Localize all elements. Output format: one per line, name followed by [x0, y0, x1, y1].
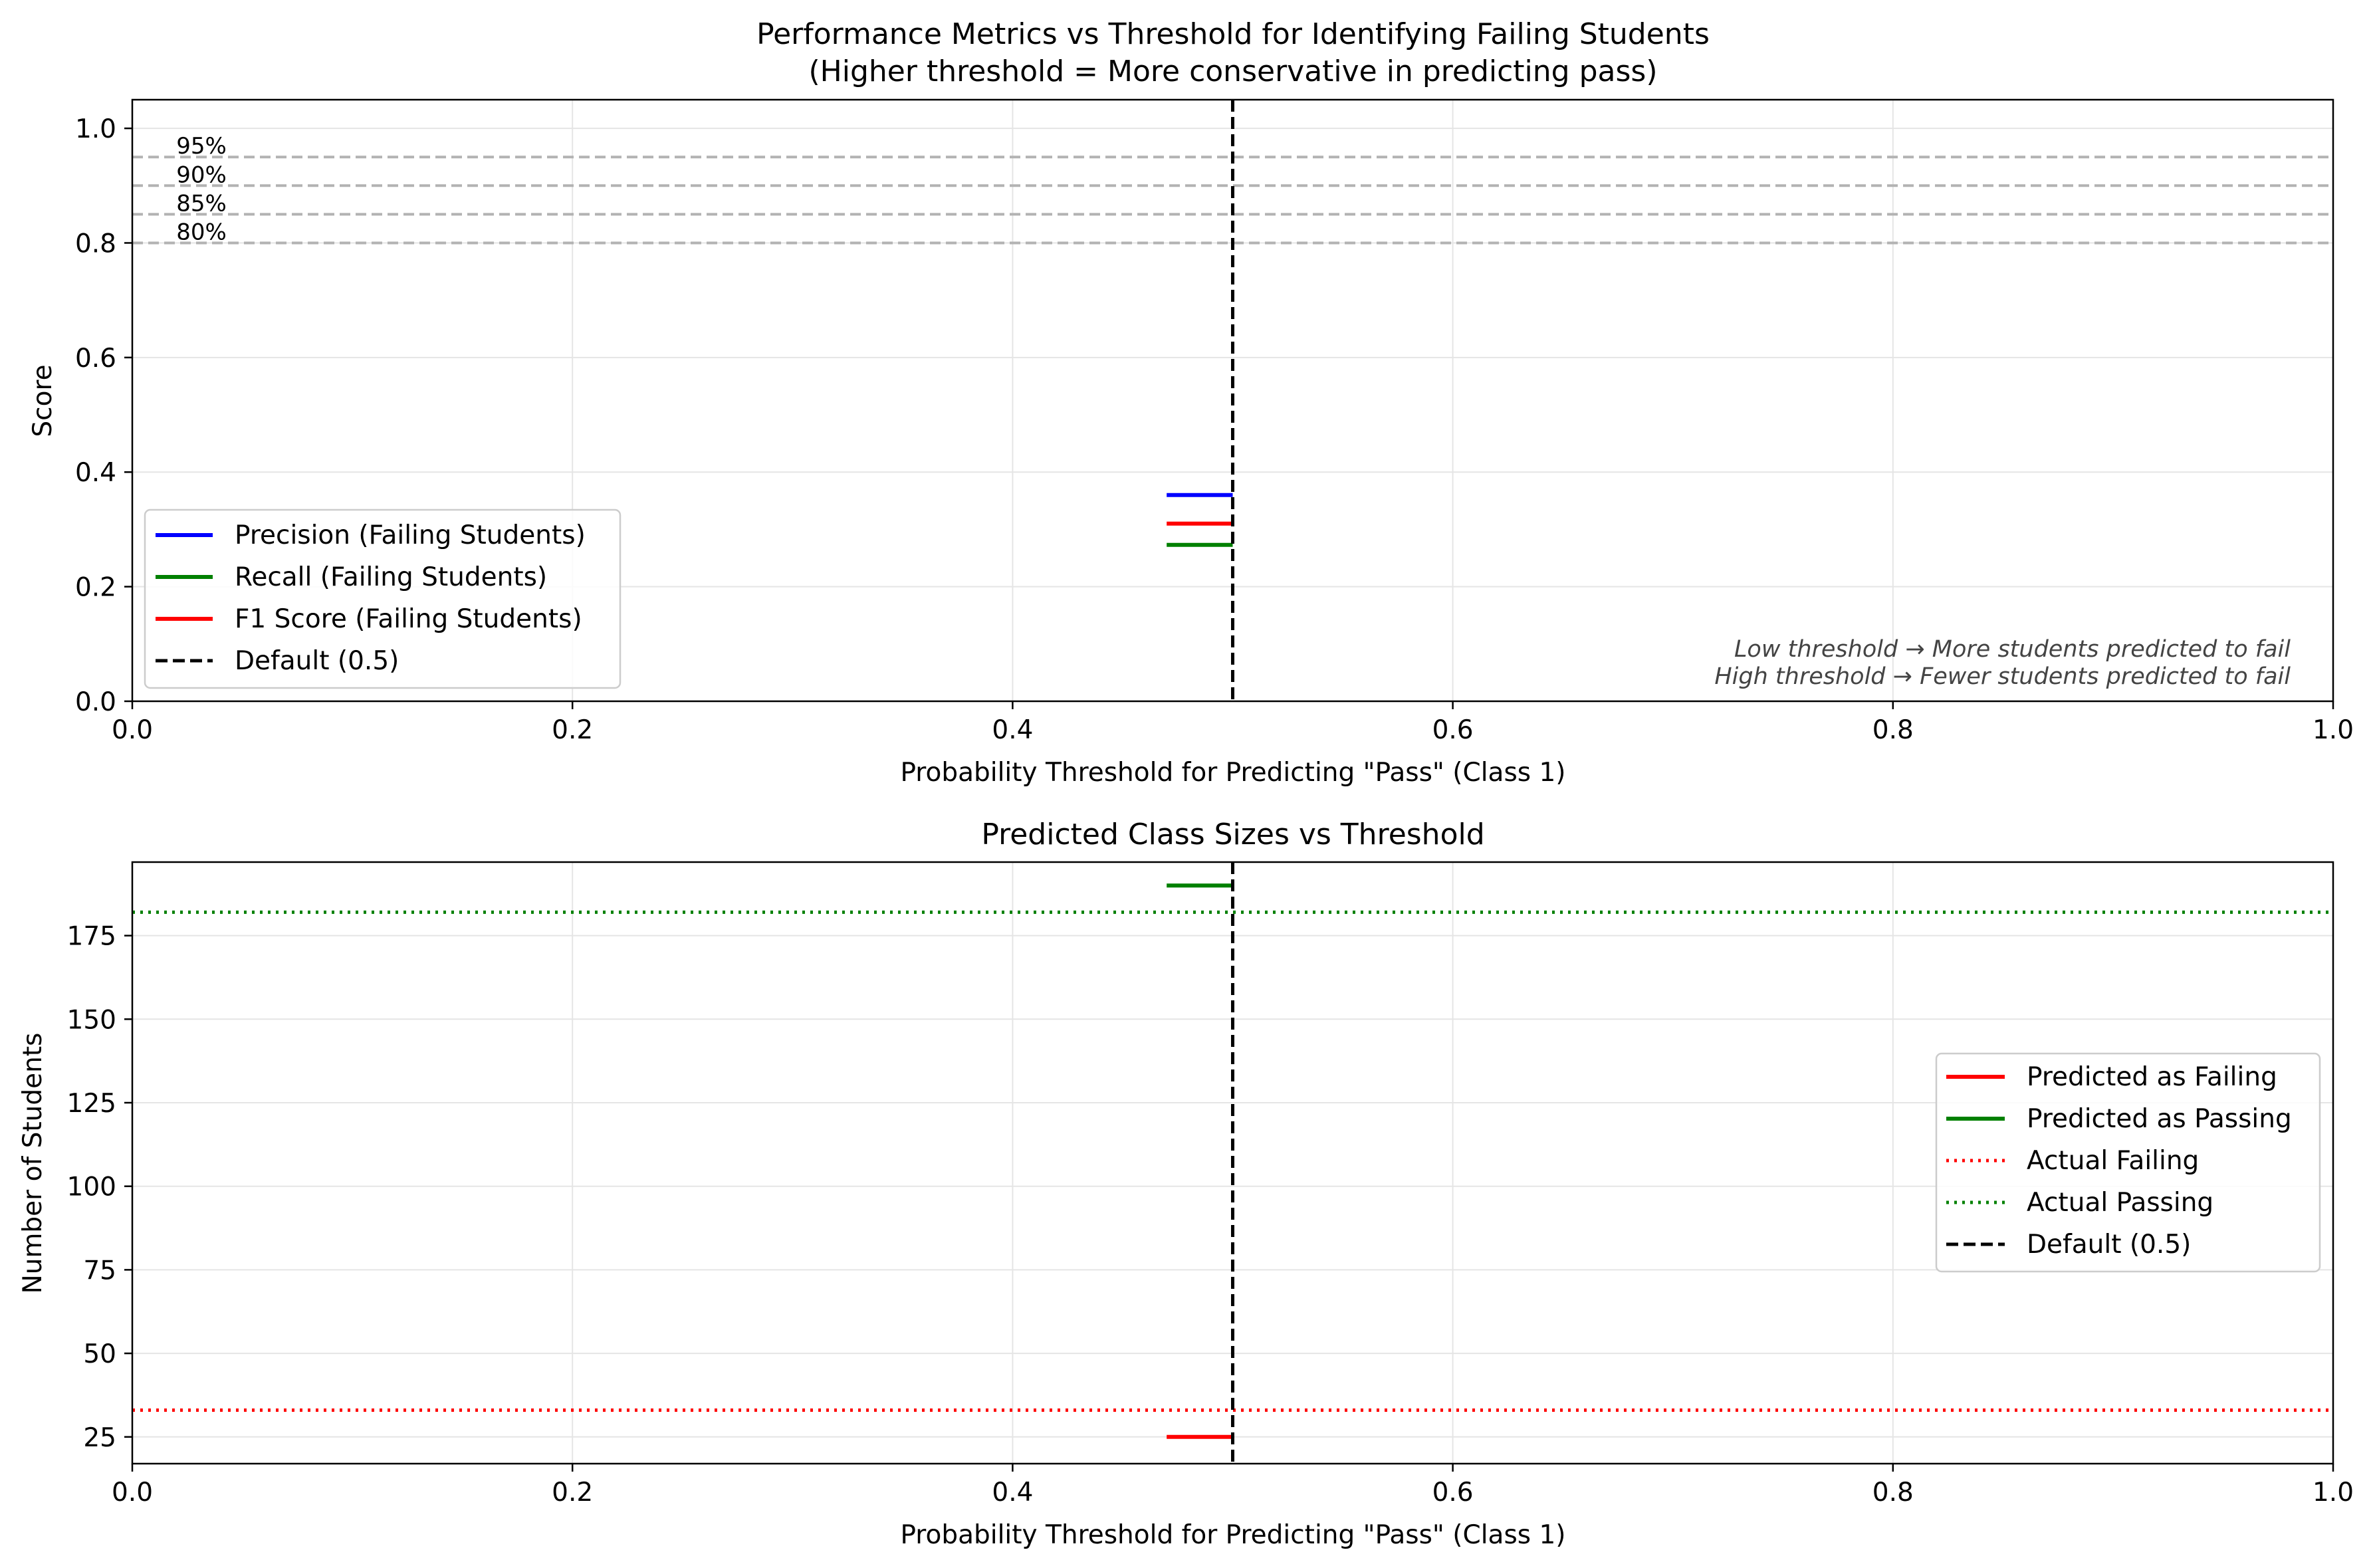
x-tick-label: 0.0: [112, 715, 153, 745]
annotation-high-threshold: High threshold → Fewer students predicte…: [1714, 663, 2291, 690]
x-axis-ticks: 0.0 0.2 0.4 0.6 0.8 1.0: [112, 701, 2354, 745]
y-axis-ticks: 25 50 75 100 125 150 175: [67, 922, 132, 1453]
reference-lines: 95%90%85%80%: [132, 133, 2333, 245]
y-tick-label: 0.8: [75, 229, 116, 259]
chart-subtitle: (Higher threshold = More conservative in…: [809, 55, 1658, 88]
y-axis-ticks: 0.0 0.2 0.4 0.6 0.8 1.0: [75, 114, 132, 717]
legend-label-actual-failing: Actual Failing: [2027, 1146, 2199, 1176]
plot-frame: [131, 861, 2334, 1465]
x-tick-label: 0.4: [992, 1478, 1033, 1508]
y-tick-label: 50: [83, 1339, 116, 1369]
x-tick-label: 1.0: [2313, 1478, 2354, 1508]
y-tick-label: 0.2: [75, 573, 116, 603]
reference-label-95: 95%: [176, 133, 227, 160]
legend-label-recall: Recall (Failing Students): [235, 562, 547, 592]
legend: Predicted as Failing Predicted as Passin…: [1935, 1052, 2321, 1273]
y-tick-label: 0.6: [75, 344, 116, 374]
legend-label-actual-passing: Actual Passing: [2027, 1188, 2213, 1218]
x-axis-label: Probability Threshold for Predicting "Pa…: [900, 758, 1565, 788]
reference-label-90: 90%: [176, 162, 227, 188]
x-tick-label: 1.0: [2313, 715, 2354, 745]
x-tick-label: 0.6: [1432, 1478, 1474, 1508]
legend-label-f1: F1 Score (Failing Students): [235, 604, 582, 634]
x-tick-label: 0.6: [1432, 715, 1474, 745]
y-tick-label: 1.0: [75, 114, 116, 144]
x-tick-label: 0.2: [552, 1478, 593, 1508]
annotation-low-threshold: Low threshold → More students predicted …: [1734, 636, 2291, 663]
x-tick-label: 0.0: [112, 1478, 153, 1508]
y-tick-label: 150: [67, 1005, 116, 1035]
y-tick-label: 125: [67, 1089, 116, 1119]
performance-metrics-chart: Performance Metrics vs Threshold for Ide…: [28, 17, 2354, 788]
legend-box: [1935, 1052, 2321, 1273]
reference-label-80: 80%: [176, 219, 227, 245]
reference-label-85: 85%: [176, 190, 227, 217]
y-axis-label: Score: [28, 364, 58, 437]
x-tick-label: 0.8: [1872, 715, 1914, 745]
legend: Precision (Failing Students) Recall (Fai…: [144, 508, 622, 689]
class-sizes-chart: Predicted Class Sizes vs Threshold 0.0 0.…: [18, 818, 2354, 1550]
y-tick-label: 0.0: [75, 687, 116, 717]
legend-label-precision: Precision (Failing Students): [235, 520, 586, 550]
legend-label-predicted-passing: Predicted as Passing: [2027, 1104, 2292, 1134]
y-tick-label: 25: [83, 1423, 116, 1453]
plot-frame: [131, 98, 2334, 703]
chart-title: Predicted Class Sizes vs Threshold: [981, 818, 1484, 851]
y-tick-label: 100: [67, 1173, 116, 1202]
legend-label-default: Default (0.5): [235, 646, 399, 676]
series-group: [132, 883, 2333, 1439]
x-tick-label: 0.2: [552, 715, 593, 745]
legend-label-predicted-failing: Predicted as Failing: [2027, 1062, 2277, 1092]
x-axis-label: Probability Threshold for Predicting "Pa…: [900, 1520, 1565, 1550]
x-axis-ticks: 0.0 0.2 0.4 0.6 0.8 1.0: [112, 1464, 2354, 1508]
legend-box: [144, 508, 622, 689]
y-tick-label: 175: [67, 922, 116, 952]
chart-title: Performance Metrics vs Threshold for Ide…: [756, 17, 1710, 51]
x-tick-label: 0.4: [992, 715, 1033, 745]
legend-label-default: Default (0.5): [2027, 1230, 2191, 1260]
y-tick-label: 75: [83, 1256, 116, 1286]
y-tick-label: 0.4: [75, 458, 116, 488]
series-group: [1167, 493, 1233, 547]
y-axis-label: Number of Students: [18, 1033, 48, 1294]
x-tick-label: 0.8: [1872, 1478, 1914, 1508]
